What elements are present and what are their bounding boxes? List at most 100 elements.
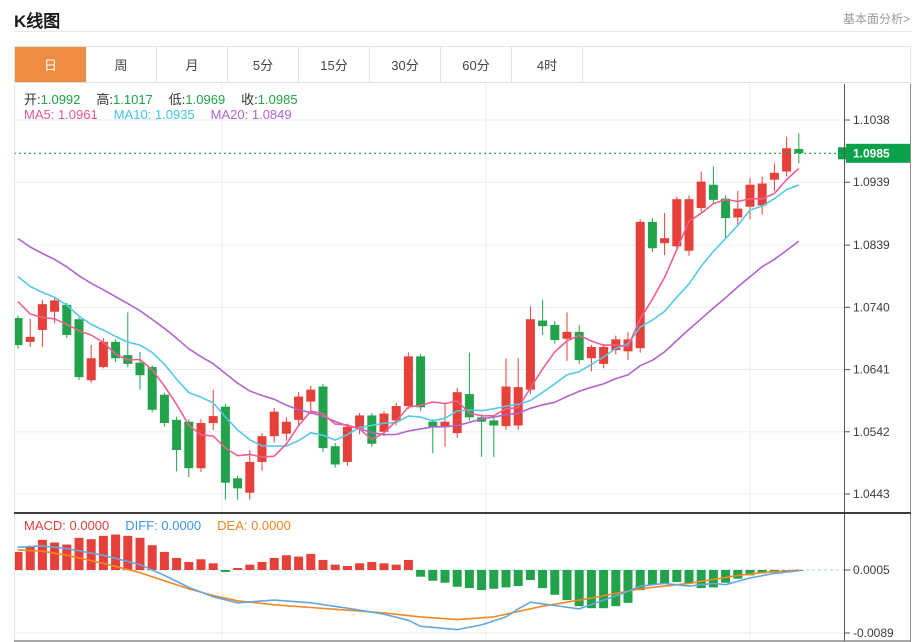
candle [464,352,474,421]
macd-bar [416,570,426,577]
candle [440,403,450,447]
macd-bar [660,570,670,584]
macd-bar [355,563,365,570]
candle [14,315,23,349]
candle [367,412,377,447]
tab-4时[interactable]: 4时 [512,47,583,82]
candle [586,345,596,372]
candle [428,419,438,454]
macd-bar [281,555,291,570]
macd-bar [233,567,243,570]
candle [37,299,47,347]
candle [416,353,426,412]
svg-text:1.0740: 1.0740 [853,300,890,314]
legend-ma-MA20: MA20: 1.0849 [210,107,292,122]
page-title: K线图 [14,12,61,31]
macd-bar [379,563,389,570]
ma20-line [17,237,800,436]
macd-bar [391,564,401,570]
tab-30分[interactable]: 30分 [370,47,441,82]
macd-bar [257,561,267,570]
tab-月[interactable]: 月 [157,47,228,82]
tab-60分[interactable]: 60分 [441,47,512,82]
candle [233,475,243,500]
price-axis-labels: 1.1038 1.0939 1.0839 1.0740 1.0641 1.0542 1.04… [844,113,890,501]
legend-ohlc-低: 低:1.0969 [168,92,226,107]
candle [147,365,157,413]
legend-ohlc-收: 收:1.0985 [241,92,298,107]
candle [355,412,365,435]
svg-text:1.0939: 1.0939 [853,175,890,189]
macd-bar [62,544,72,570]
candle [696,171,706,212]
macd-bar [245,564,255,570]
candle [794,133,804,164]
macd-bar [757,570,767,574]
svg-text:1.0443: 1.0443 [853,487,890,501]
tab-周[interactable]: 周 [86,47,157,82]
macd-bar [599,570,609,609]
candle [489,417,499,457]
macd-bar [611,570,621,607]
candle [635,219,645,353]
kline-svg[interactable]: 1.0985 1.1038 1.0939 1.0839 1.0740 1.0641 1.05… [14,84,911,642]
candle [269,407,279,443]
candle [281,417,291,441]
candle [330,443,340,468]
candle [86,345,96,383]
macd-bar [367,561,377,570]
macd-bar [184,561,194,570]
macd-bar [721,570,731,583]
candle [172,416,182,472]
candle [782,136,792,177]
macd-bar [403,559,413,570]
panel-borders [14,84,911,642]
macd-bar [269,557,279,570]
candle [769,163,779,192]
candle [660,213,670,256]
macd-bar [733,570,743,579]
ma10-line [17,184,800,447]
macd-bar [196,559,206,570]
candle [757,176,767,215]
macd-bar [562,570,572,601]
candle [184,419,194,478]
macd-bar [623,570,633,603]
grid-layer [14,84,844,641]
candle [62,302,72,339]
candle [25,318,35,347]
candle [647,218,657,253]
macd-axis-labels: 0.0005 -0.0089 [844,563,894,640]
tab-日[interactable]: 日 [15,47,86,82]
fundamental-analysis-link[interactable]: 基本面分析> [842,12,910,26]
macd-bar [306,553,316,570]
candle [684,195,694,256]
svg-text:1.0542: 1.0542 [853,425,890,439]
tab-15分[interactable]: 15分 [299,47,370,82]
macd-bar [684,570,694,584]
legend-macd-MACD: MACD: 0.0000 [24,518,110,533]
candle [733,191,743,226]
diff-line [17,545,800,631]
tab-5分[interactable]: 5分 [228,47,299,82]
macd-bar [50,542,60,570]
macd-bar [574,570,584,607]
legend-ohlc: 开:1.0992 高:1.1017 低:1.0969 收:1.0985 [24,89,314,108]
legend-ohlc-高: 高:1.1017 [96,92,153,107]
legend-ma: MA5: 1.0961 MA10: 1.0935 MA20: 1.0849 [24,107,308,122]
macd-bar [135,537,145,570]
candle [501,358,511,430]
macd-bar [220,570,230,573]
candle [525,306,535,395]
macd-bar [489,570,499,589]
candle [452,387,462,439]
macd-bar [635,570,645,591]
kline-chart[interactable]: 1.0985 1.1038 1.0939 1.0839 1.0740 1.0641 1.05… [14,84,911,642]
candle [721,195,731,239]
macd-histogram [14,534,804,609]
macd-bar [172,557,182,570]
macd-bar [428,570,438,581]
candle [403,352,413,410]
macd-bar [452,570,462,587]
